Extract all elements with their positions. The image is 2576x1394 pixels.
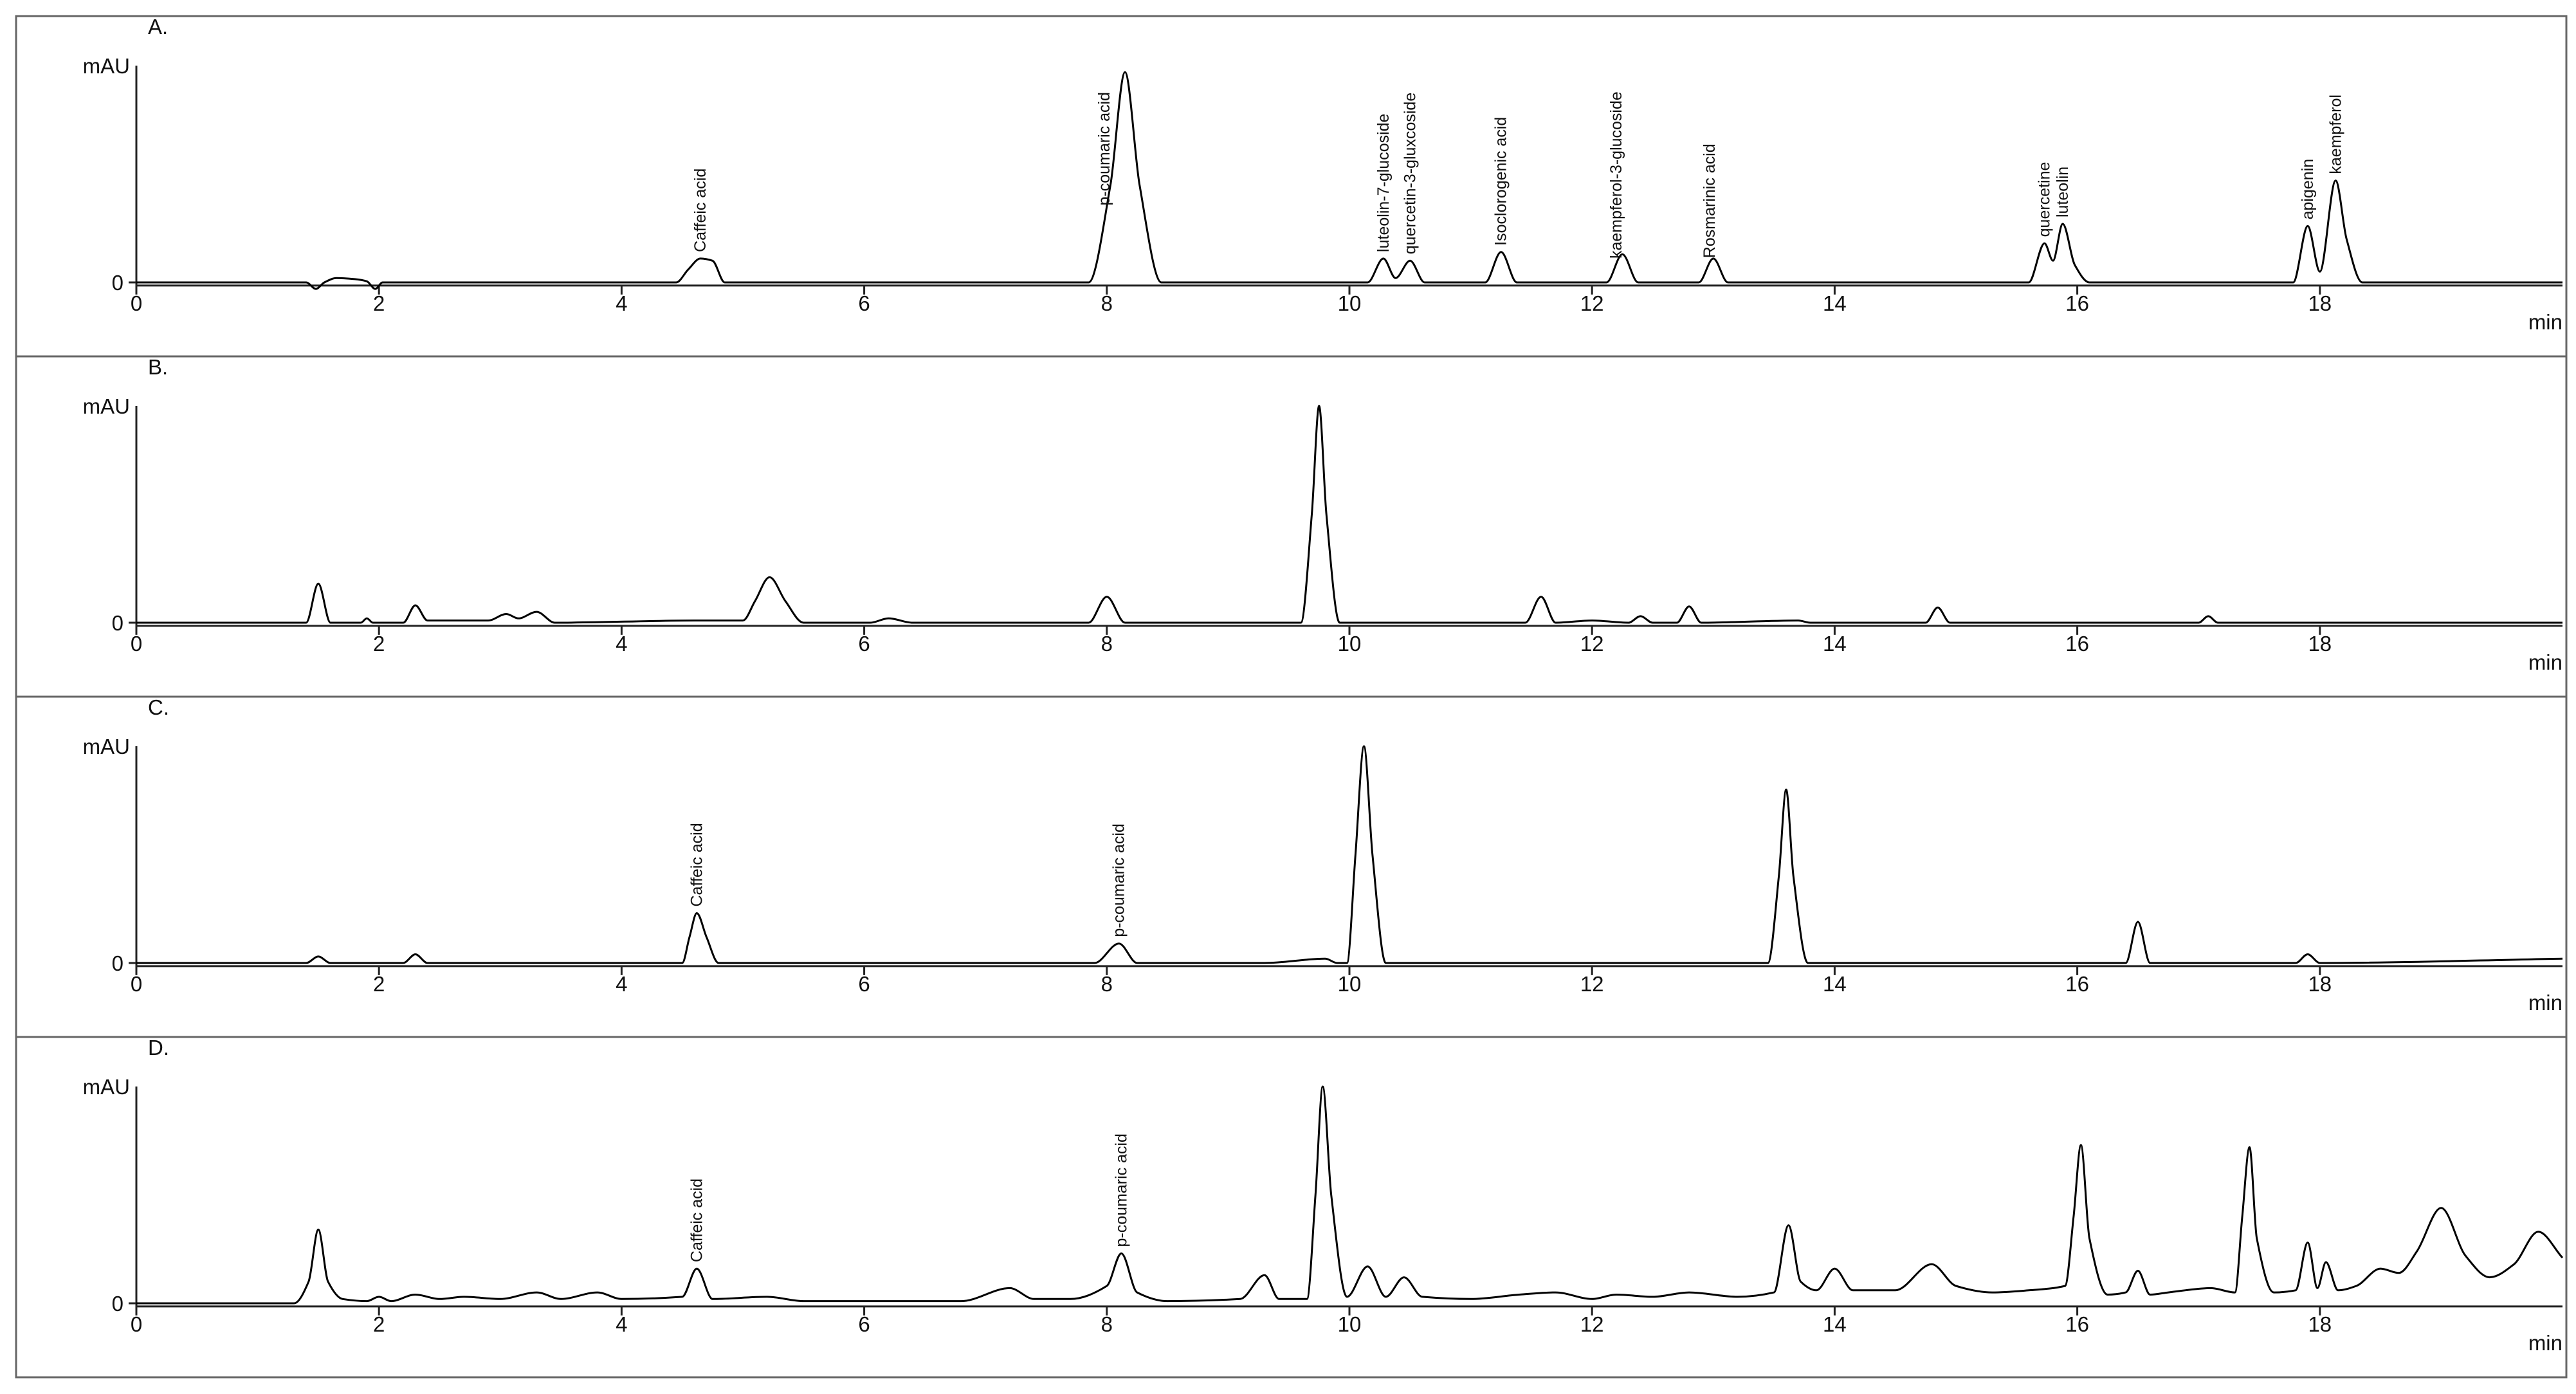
peak-label: p-coumaric acid [1095, 92, 1113, 205]
x-tick-label: 4 [616, 291, 627, 315]
x-tick-label: 4 [616, 632, 627, 656]
peak-label: Caffeic acid [688, 823, 706, 906]
peak-label: Caffeic acid [688, 1178, 706, 1262]
y-tick-label: 0 [112, 611, 123, 635]
x-tick-label: 18 [2308, 632, 2332, 656]
x-tick-label: 16 [2065, 291, 2089, 315]
y-tick-label: 0 [112, 951, 123, 975]
x-tick-label: 2 [373, 291, 385, 315]
peak-label: luteolin-7-glucoside [1375, 114, 1393, 252]
x-tick-label: 16 [2065, 632, 2089, 656]
x-tick-label: 10 [1338, 632, 1362, 656]
x-tick-label: 14 [1823, 291, 1847, 315]
panel-title: D. [148, 1036, 169, 1059]
peak-label: Rosmarinic acid [1701, 143, 1719, 258]
chromatogram-line [136, 1085, 2564, 1305]
x-tick-label: 10 [1338, 291, 1362, 315]
y-axis-label: mAU [83, 394, 130, 418]
panel-frame [15, 695, 2568, 1038]
chromatogram-line [136, 405, 2562, 624]
x-axis-label: min [2528, 991, 2562, 1014]
panel-frame [15, 15, 2568, 358]
peak-label: apigenin [2299, 159, 2317, 220]
panel-title: A. [148, 15, 168, 39]
peak-label: p-coumaric acid [1110, 823, 1128, 937]
peak-label: p-coumaric acid [1112, 1133, 1130, 1247]
peak-label: Caffeic acid [691, 169, 709, 252]
chromatogram-line [136, 745, 2563, 964]
chromatogram-line [136, 71, 2562, 290]
x-tick-label: 6 [858, 972, 870, 996]
peak-label: kaempferol [2326, 95, 2344, 174]
y-tick-label: 0 [112, 271, 123, 295]
peak-label: quercetine [2036, 162, 2054, 237]
x-tick-label: 2 [373, 1312, 385, 1336]
x-axis-label: min [2528, 650, 2562, 674]
x-tick-label: 4 [616, 1312, 627, 1336]
panel-frame [15, 1036, 2568, 1379]
panel: B. mAU min 00 2 4 6 8 10 12 14 16 18 [15, 355, 2568, 698]
y-tick-label: 0 [112, 1292, 123, 1316]
x-axis-label: min [2528, 1331, 2562, 1355]
x-tick-label: 14 [1823, 972, 1847, 996]
panel: C. mAU min 00 2 4 6 8 10 12 14 16 18 Caffeic acid p-co… [15, 695, 2568, 1038]
x-tick-label: 16 [2065, 1312, 2089, 1336]
x-tick-label: 0 [131, 632, 142, 656]
x-tick-label: 10 [1338, 1312, 1362, 1336]
x-axis-label: min [2528, 310, 2562, 334]
peak-label: Isoclorogenic acid [1492, 117, 1510, 246]
x-tick-label: 12 [1580, 972, 1604, 996]
panel-title: C. [148, 695, 169, 719]
peak-label: quercetin-3-gluxcoside [1401, 93, 1419, 255]
panel: A. mAU min 00 2 4 6 8 10 12 14 16 18 Caffeic acid p-co… [15, 15, 2568, 358]
peak-label: luteolin [2054, 167, 2072, 217]
panel-frame [15, 355, 2568, 698]
y-axis-label: mAU [83, 54, 130, 78]
x-tick-label: 18 [2308, 1312, 2332, 1336]
x-tick-label: 12 [1580, 1312, 1604, 1336]
panel-title: B. [148, 355, 168, 379]
x-tick-label: 8 [1101, 1312, 1113, 1336]
y-axis-label: mAU [83, 1075, 130, 1099]
x-tick-label: 0 [131, 291, 142, 315]
peak-label: kaempferol-3-glucoside [1607, 91, 1625, 259]
x-tick-label: 8 [1101, 972, 1113, 996]
x-tick-label: 6 [858, 632, 870, 656]
x-tick-label: 14 [1823, 1312, 1847, 1336]
panel: D. mAU min 00 2 4 6 8 10 12 14 16 18 Caffeic acid p-co… [15, 1036, 2568, 1379]
y-axis-label: mAU [83, 735, 130, 758]
x-tick-label: 12 [1580, 632, 1604, 656]
x-tick-label: 10 [1338, 972, 1362, 996]
x-tick-label: 2 [373, 972, 385, 996]
x-tick-label: 2 [373, 632, 385, 656]
x-tick-label: 18 [2308, 291, 2332, 315]
x-tick-label: 8 [1101, 291, 1113, 315]
x-tick-label: 6 [858, 291, 870, 315]
x-tick-label: 8 [1101, 632, 1113, 656]
x-tick-label: 0 [131, 972, 142, 996]
x-tick-label: 12 [1580, 291, 1604, 315]
x-tick-label: 18 [2308, 972, 2332, 996]
x-tick-label: 4 [616, 972, 627, 996]
x-tick-label: 16 [2065, 972, 2089, 996]
x-tick-label: 0 [131, 1312, 142, 1336]
x-tick-label: 6 [858, 1312, 870, 1336]
x-tick-label: 14 [1823, 632, 1847, 656]
